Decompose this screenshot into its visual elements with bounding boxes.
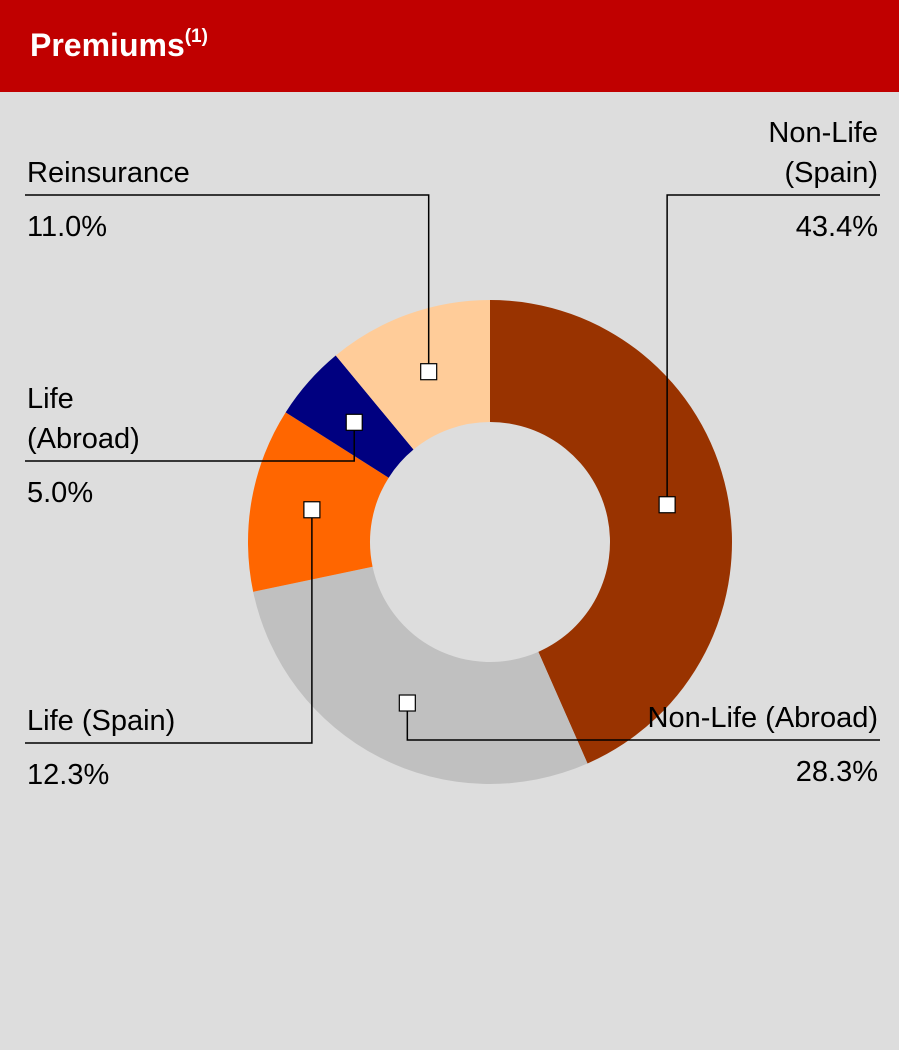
value-label: 11.0% xyxy=(27,211,108,243)
leader-marker xyxy=(303,501,321,519)
value-label: 12.3% xyxy=(27,759,110,791)
donut-slice xyxy=(490,300,732,764)
title-note: (1) xyxy=(184,26,208,47)
category-label: Non-Life (Spain) xyxy=(768,117,878,189)
category-label: Non-Life (Abroad) xyxy=(647,702,879,734)
value-label: 43.4% xyxy=(795,211,878,243)
leader-line xyxy=(406,703,880,741)
category-label: Reinsurance xyxy=(27,157,190,189)
leader-marker xyxy=(345,413,363,431)
donut-slice xyxy=(335,300,490,450)
donut-slice xyxy=(253,566,588,784)
leader-line xyxy=(25,422,355,462)
leader-marker xyxy=(420,363,438,381)
leader-line xyxy=(25,194,430,372)
leader-marker xyxy=(658,496,676,514)
value-label: 28.3% xyxy=(795,756,878,788)
title-bar xyxy=(0,0,899,92)
chart-title-box: Premiums(1) xyxy=(30,26,208,64)
leader-marker xyxy=(398,694,416,712)
category-label: Life (Abroad) xyxy=(27,383,140,455)
chart-title: Premiums xyxy=(30,27,185,63)
leader-line xyxy=(666,194,880,505)
leader-line xyxy=(25,509,313,744)
category-label: Life (Spain) xyxy=(27,705,176,737)
value-label: 5.0% xyxy=(27,477,94,509)
